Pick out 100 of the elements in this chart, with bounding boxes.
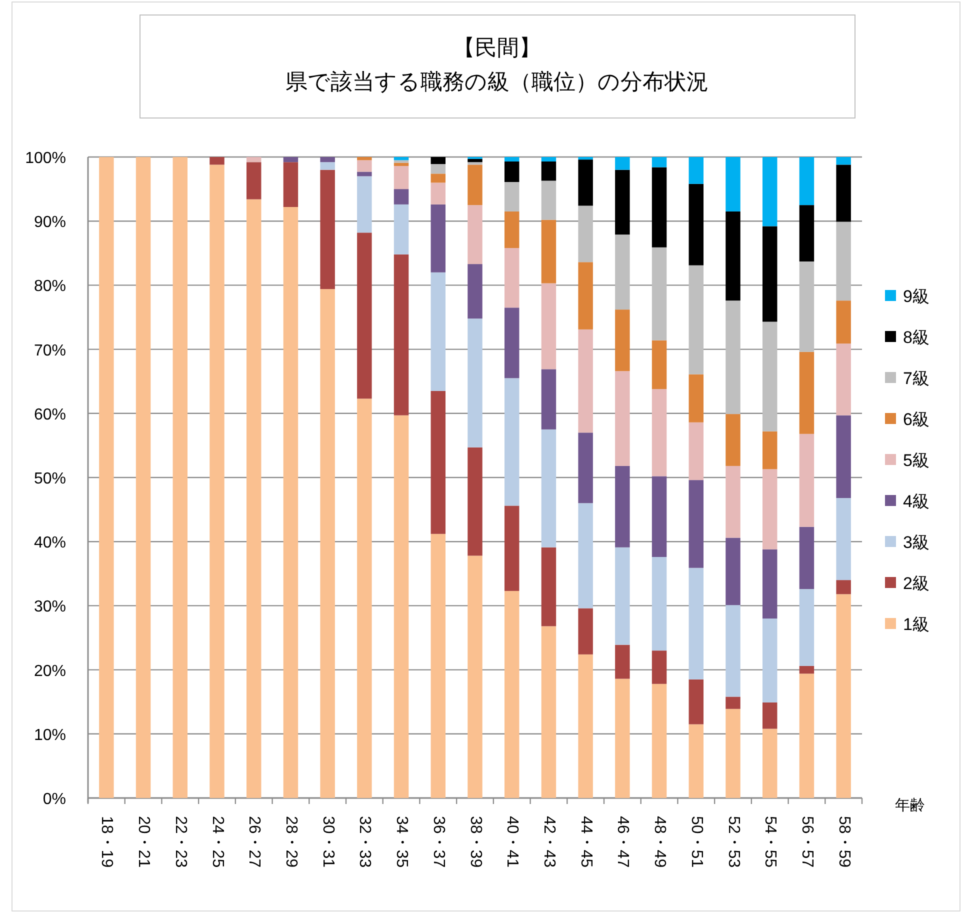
bar <box>799 434 814 527</box>
bar <box>430 390 446 534</box>
bar <box>504 161 520 182</box>
bar <box>836 222 851 301</box>
bar <box>799 157 814 206</box>
bar <box>762 618 778 702</box>
bar <box>320 162 335 170</box>
legend-label: 4級 <box>903 492 930 511</box>
bar <box>799 666 814 674</box>
bar <box>762 702 778 729</box>
bar <box>652 167 667 248</box>
x-tick-label: 28・29 <box>282 816 300 868</box>
bar <box>799 205 814 262</box>
bar <box>430 157 446 164</box>
bar <box>836 164 851 222</box>
x-tick-label: 20・21 <box>135 816 152 868</box>
bar <box>468 205 482 264</box>
bar <box>578 432 593 504</box>
x-tick-label: 42・43 <box>540 816 558 868</box>
bar <box>726 605 740 697</box>
x-tick-label: 52・53 <box>724 816 742 868</box>
y-tick-label: 30% <box>34 598 66 616</box>
bar <box>799 674 814 798</box>
bar <box>357 232 372 399</box>
bar <box>762 226 778 322</box>
bar <box>468 556 482 798</box>
bar <box>578 157 593 160</box>
bar <box>394 415 409 798</box>
bar <box>836 344 851 416</box>
bar <box>652 650 667 684</box>
bar <box>468 164 482 206</box>
x-tick-label: 24・25 <box>208 816 226 868</box>
bar <box>578 654 593 798</box>
bar <box>541 157 556 162</box>
bar <box>320 170 335 290</box>
bar <box>541 161 556 181</box>
bar <box>726 538 740 606</box>
bar <box>394 157 409 160</box>
chart-subtitle: 県で該当する職務の級（職位）の分布状況 <box>286 69 708 94</box>
bar <box>468 162 482 165</box>
bar <box>762 157 778 226</box>
bar <box>357 160 372 172</box>
x-tick-label: 36・37 <box>430 816 447 868</box>
x-axis-title: 年齢 <box>895 797 925 814</box>
x-tick-label: 30・31 <box>319 816 336 868</box>
x-tick-label: 54・55 <box>762 816 779 868</box>
bar <box>652 340 667 390</box>
x-tick-label: 56・57 <box>798 816 816 868</box>
y-tick-label: 10% <box>34 726 66 744</box>
bar <box>615 466 630 548</box>
bar <box>836 498 851 580</box>
x-tick-label: 48・49 <box>651 816 668 868</box>
bar <box>541 180 556 220</box>
bar <box>688 480 704 568</box>
bar <box>357 176 372 233</box>
bar <box>615 234 630 310</box>
bar <box>615 644 630 679</box>
bar <box>578 329 593 433</box>
bar <box>283 207 298 798</box>
bar <box>688 157 704 184</box>
bar <box>615 678 630 798</box>
bar <box>615 547 630 645</box>
bar <box>541 283 556 370</box>
bar <box>799 589 814 666</box>
bar <box>430 204 446 272</box>
bar <box>394 189 409 204</box>
legend-label: 3級 <box>903 533 930 552</box>
bar <box>320 157 335 162</box>
legend-label: 8級 <box>903 328 930 347</box>
bar <box>504 590 520 798</box>
bar <box>762 322 778 432</box>
bar <box>504 506 520 591</box>
bar <box>615 310 630 372</box>
bar <box>172 157 188 798</box>
bar <box>688 568 704 680</box>
bar <box>762 469 778 550</box>
bar <box>726 300 740 414</box>
bar <box>578 206 593 262</box>
bar <box>541 429 556 548</box>
bar <box>283 157 298 162</box>
bar <box>210 164 224 798</box>
bar <box>726 211 740 301</box>
bar <box>652 556 667 651</box>
y-tick-label: 0% <box>42 791 66 808</box>
x-tick-label: 58・59 <box>835 816 852 868</box>
bar <box>688 724 704 798</box>
bar <box>688 679 704 724</box>
bar <box>688 265 704 374</box>
legend-label: 2級 <box>903 574 930 593</box>
bar <box>615 371 630 466</box>
bar <box>394 162 409 166</box>
bar <box>504 248 520 308</box>
bar <box>726 157 740 212</box>
bar <box>468 447 482 556</box>
bar <box>357 172 372 176</box>
bar <box>541 369 556 430</box>
y-tick-label: 60% <box>34 406 66 424</box>
bar <box>430 174 446 183</box>
bar <box>799 352 814 434</box>
bar <box>283 162 298 207</box>
